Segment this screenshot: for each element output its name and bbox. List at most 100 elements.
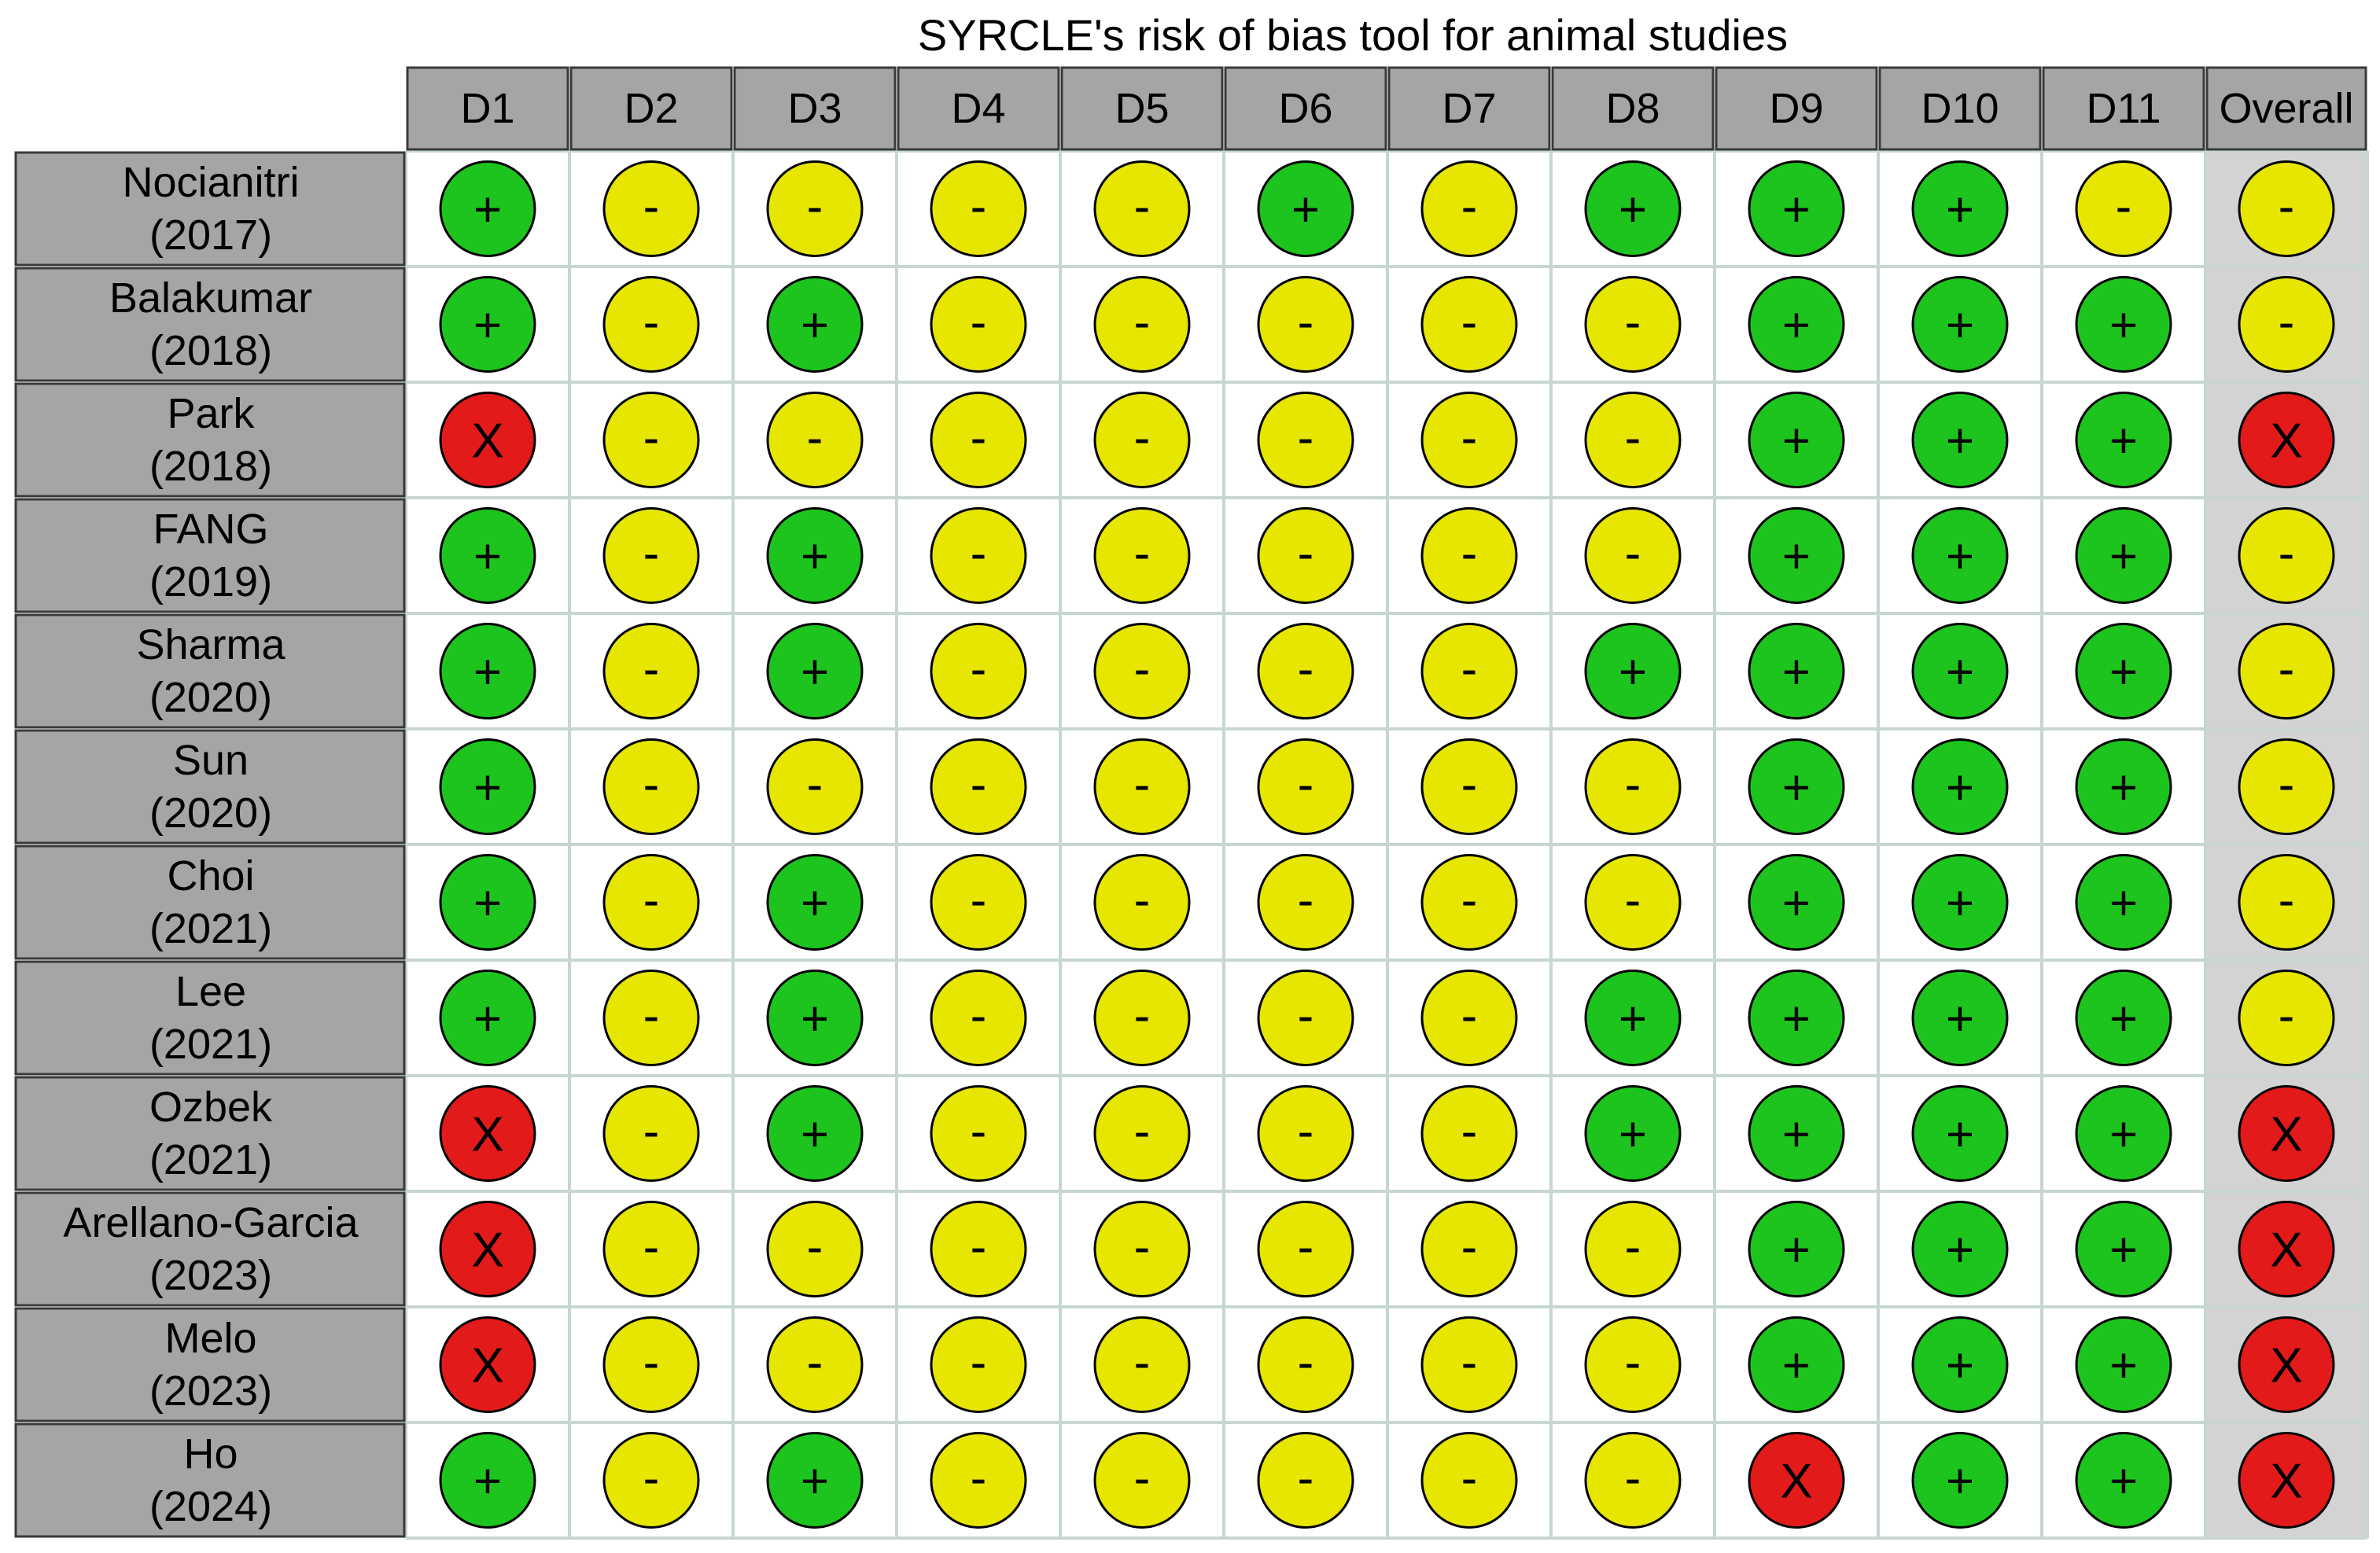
judgement-symbol: + — [1946, 646, 1974, 700]
judgement-low-circle — [439, 1432, 536, 1529]
judgement-unclear-circle — [1584, 276, 1682, 373]
study-name: Ozbek — [149, 1084, 273, 1131]
judgement-symbol: X — [471, 1339, 503, 1393]
judgement-low-circle — [766, 507, 864, 604]
judgement-symbol: - — [1461, 642, 1478, 697]
judgement-low-circle — [1748, 1316, 1845, 1413]
judgement-unclear-circle — [2238, 160, 2335, 257]
judgement-unclear-circle — [1257, 1432, 1354, 1529]
judgement-symbol: + — [2109, 992, 2138, 1047]
judgement-unclear-circle — [2238, 854, 2335, 951]
judgement-unclear-circle — [2238, 623, 2335, 719]
judgement-symbol: - — [807, 1220, 823, 1275]
judgement-unclear-circle — [602, 738, 700, 835]
judgement-symbol: + — [1782, 1224, 1811, 1278]
judgement-unclear-circle — [1420, 392, 1518, 488]
judgement-symbol: - — [1134, 296, 1151, 350]
judgement-symbol: + — [2109, 299, 2138, 353]
judgement-low-circle — [1911, 854, 2009, 951]
judgement-low-circle — [1584, 623, 1682, 719]
column-header-box — [2042, 66, 2205, 151]
study-label-box — [14, 267, 406, 382]
judgement-symbol: - — [1461, 527, 1478, 581]
judgement-symbol: + — [801, 992, 829, 1047]
judgement-low-circle — [1911, 160, 2009, 257]
judgement-symbol: - — [1134, 411, 1151, 466]
judgement-symbol: + — [2109, 646, 2138, 700]
column-header-box — [897, 66, 1060, 151]
judgement-symbol: + — [1946, 1455, 1974, 1509]
study-year: (2018) — [149, 327, 272, 374]
judgement-symbol: - — [643, 989, 660, 1043]
judgement-unclear-circle — [1420, 1201, 1518, 1297]
column-header-box — [1224, 66, 1387, 151]
column-header-d7: D7 — [1442, 85, 1496, 132]
judgement-unclear-circle — [2075, 160, 2172, 257]
judgement-high-circle — [2238, 1432, 2335, 1529]
judgement-symbol: - — [971, 527, 987, 581]
judgement-symbol: + — [801, 877, 829, 931]
judgement-symbol: - — [971, 180, 987, 234]
judgement-symbol: - — [643, 1452, 660, 1506]
judgement-unclear-circle — [2238, 276, 2335, 373]
judgement-low-circle — [2075, 1201, 2172, 1297]
judgement-symbol: + — [1619, 183, 1647, 237]
judgement-unclear-circle — [930, 392, 1027, 488]
judgement-low-circle — [439, 970, 536, 1066]
judgement-symbol: - — [1298, 1336, 1314, 1390]
judgement-symbol: + — [1782, 1108, 1811, 1162]
study-year: (2024) — [149, 1483, 272, 1530]
judgement-unclear-circle — [1584, 392, 1682, 488]
judgement-symbol: - — [1625, 874, 1641, 928]
judgement-symbol: - — [1134, 758, 1151, 812]
judgement-low-circle — [1748, 623, 1845, 719]
judgement-unclear-circle — [1093, 1432, 1191, 1529]
judgement-unclear-circle — [1584, 507, 1682, 604]
judgement-symbol: - — [807, 1336, 823, 1390]
judgement-symbol: + — [2109, 1339, 2138, 1393]
judgement-symbol: + — [1782, 530, 1811, 584]
judgement-symbol: - — [1625, 1336, 1641, 1390]
judgement-unclear-circle — [1584, 1432, 1682, 1529]
judgement-unclear-circle — [1257, 1201, 1354, 1297]
judgement-symbol: + — [1782, 1339, 1811, 1393]
judgement-low-circle — [2075, 738, 2172, 835]
judgement-unclear-circle — [1257, 854, 1354, 951]
study-year: (2018) — [149, 443, 272, 490]
judgement-high-circle — [1748, 1432, 1845, 1529]
judgement-unclear-circle — [1420, 738, 1518, 835]
judgement-unclear-circle — [1093, 738, 1191, 835]
column-header-d2: D2 — [624, 85, 678, 132]
judgement-symbol: + — [1946, 183, 1974, 237]
judgement-unclear-circle — [1420, 1085, 1518, 1182]
judgement-low-circle — [2075, 854, 2172, 951]
judgement-symbol: - — [643, 411, 660, 466]
judgement-symbol: + — [473, 183, 502, 237]
judgement-symbol: - — [1134, 874, 1151, 928]
column-header-d5: D5 — [1114, 85, 1169, 132]
judgement-low-circle — [1748, 1085, 1845, 1182]
study-year: (2020) — [149, 674, 272, 721]
judgement-symbol: X — [2270, 1455, 2302, 1509]
judgement-low-circle — [766, 276, 864, 373]
judgement-low-circle — [1911, 1316, 2009, 1413]
judgement-unclear-circle — [1420, 276, 1518, 373]
judgement-symbol: - — [1461, 989, 1478, 1043]
judgement-unclear-circle — [2238, 738, 2335, 835]
study-year: (2020) — [149, 789, 272, 837]
judgement-unclear-circle — [1093, 970, 1191, 1066]
judgement-symbol: - — [1461, 758, 1478, 812]
judgement-low-circle — [1911, 970, 2009, 1066]
judgement-symbol: + — [1946, 761, 1974, 815]
judgement-symbol: - — [1625, 758, 1641, 812]
judgement-low-circle — [2075, 1432, 2172, 1529]
judgement-unclear-circle — [1420, 1316, 1518, 1413]
judgement-unclear-circle — [1420, 970, 1518, 1066]
judgement-symbol: - — [1134, 989, 1151, 1043]
judgement-low-circle — [1911, 1085, 2009, 1182]
judgement-unclear-circle — [1584, 1201, 1682, 1297]
judgement-unclear-circle — [602, 854, 700, 951]
column-header-d6: D6 — [1278, 85, 1332, 132]
study-name: Lee — [175, 968, 246, 1015]
